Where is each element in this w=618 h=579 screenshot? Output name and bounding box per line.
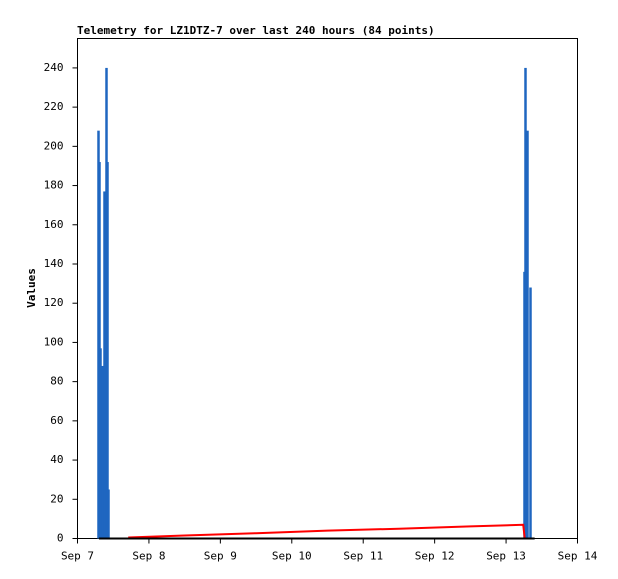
x-tick-label: Sep 14	[558, 550, 598, 563]
y-tick-label: 220	[44, 100, 64, 113]
y-tick-label: 20	[50, 492, 63, 505]
plot-frame	[77, 38, 578, 539]
y-tick-label: 160	[44, 218, 64, 231]
x-tick-label: Sep 13	[486, 550, 526, 563]
x-tick-label: Sep 8	[132, 550, 165, 563]
x-tick-label: Sep 11	[343, 550, 383, 563]
bar	[526, 130, 529, 539]
x-tick-label: Sep 12	[415, 550, 455, 563]
x-tick-label: Sep 7	[61, 550, 94, 563]
y-tick-label: 60	[50, 414, 63, 427]
y-axis-label: Values	[25, 268, 38, 308]
bar	[524, 67, 527, 539]
bar	[101, 365, 104, 539]
y-tick-label: 200	[44, 139, 64, 152]
y-tick-label: 180	[44, 179, 64, 192]
y-tick-label: 120	[44, 296, 64, 309]
y-tick-label: 40	[50, 453, 63, 466]
bar	[529, 287, 532, 539]
y-tick-label: 240	[44, 61, 64, 74]
y-tick-label: 100	[44, 335, 64, 348]
bar	[106, 162, 109, 539]
y-tick-label: 140	[44, 257, 64, 270]
bar	[103, 191, 106, 539]
x-tick-label: Sep 10	[272, 550, 312, 563]
y-tick-label: 80	[50, 375, 63, 388]
bar	[99, 348, 102, 539]
chart-title: Telemetry for LZ1DTZ-7 over last 240 hou…	[77, 24, 435, 37]
bar	[107, 489, 110, 539]
line	[128, 523, 526, 539]
x-tick-label: Sep 9	[204, 550, 237, 563]
y-tick-label: 0	[57, 532, 64, 545]
